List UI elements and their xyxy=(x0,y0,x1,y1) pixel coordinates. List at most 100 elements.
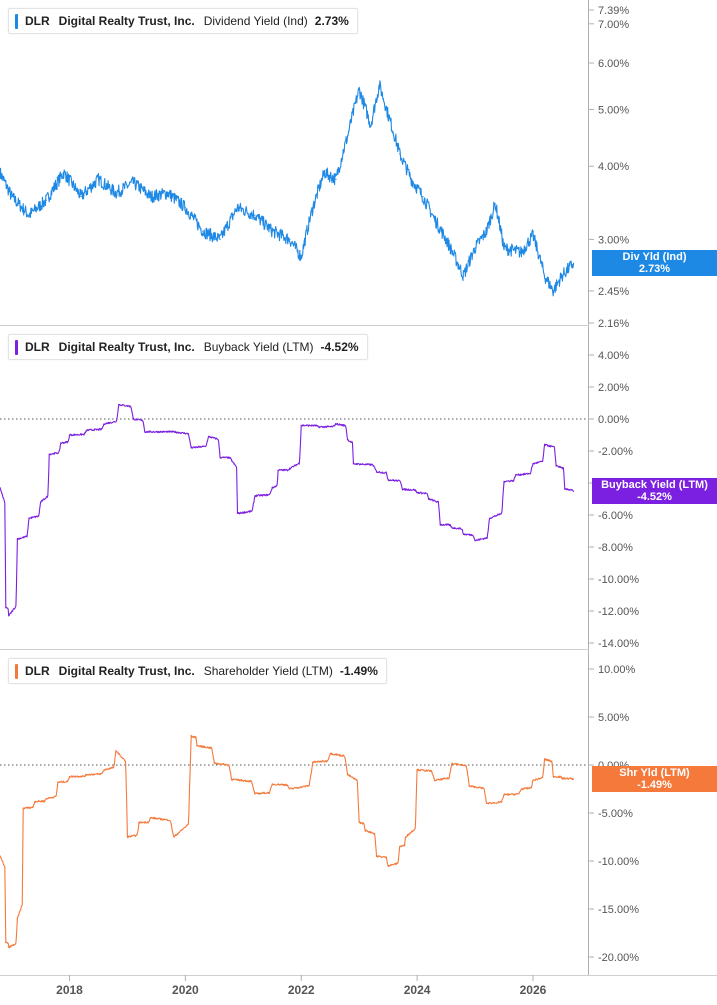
data-point xyxy=(126,836,128,838)
data-point xyxy=(68,775,71,778)
y-tick-label: 6.00% xyxy=(598,58,629,70)
x-tick-label: 2026 xyxy=(520,983,547,997)
data-point xyxy=(16,538,18,540)
y-tick-label: -10.00% xyxy=(598,574,639,586)
data-point xyxy=(544,275,546,277)
data-point xyxy=(312,761,314,763)
data-point xyxy=(173,836,175,838)
tag-title: Shr Yld (LTM) xyxy=(619,767,690,780)
data-point xyxy=(271,487,273,489)
data-point xyxy=(433,779,436,782)
data-point xyxy=(503,480,505,482)
data-point xyxy=(378,84,380,86)
legend-company: Digital Realty Trust, Inc. xyxy=(58,664,195,678)
data-point xyxy=(213,762,215,764)
y-tick-label: 2.45% xyxy=(598,286,629,298)
data-point xyxy=(80,196,82,198)
data-point xyxy=(5,942,7,944)
data-point xyxy=(289,468,291,470)
x-tick-label: 2020 xyxy=(172,983,199,997)
series-line-buyback xyxy=(0,403,574,617)
legend-metric: Dividend Yield (Ind) xyxy=(203,14,308,28)
series-line-shareholder xyxy=(0,734,574,949)
data-point xyxy=(318,426,320,428)
data-point xyxy=(0,172,1,174)
data-point xyxy=(410,178,412,180)
tag-title: Buyback Yield (LTM) xyxy=(601,479,708,492)
y-tick-label: 7.00% xyxy=(598,19,629,31)
data-point xyxy=(231,778,233,781)
data-point xyxy=(173,431,175,433)
data-point xyxy=(488,517,491,519)
data-point xyxy=(376,471,378,473)
data-point xyxy=(552,290,554,292)
data-point xyxy=(520,788,523,790)
data-point xyxy=(289,238,291,240)
data-point xyxy=(300,424,302,426)
data-point xyxy=(358,822,360,824)
data-point xyxy=(118,404,120,406)
data-point xyxy=(236,207,239,209)
data-point xyxy=(572,262,575,264)
data-point xyxy=(347,774,349,776)
y-tick-label: -15.00% xyxy=(598,904,639,916)
y-tick-label: -2.00% xyxy=(598,446,633,458)
data-point xyxy=(503,247,505,249)
data-point xyxy=(468,785,470,787)
data-point xyxy=(433,218,436,220)
data-point xyxy=(236,512,239,515)
data-point xyxy=(439,524,441,526)
data-point xyxy=(208,436,210,438)
data-point xyxy=(451,762,453,764)
data-point xyxy=(404,836,407,838)
data-point xyxy=(552,775,554,778)
data-point xyxy=(387,114,389,116)
current-value-tag-buyback: Buyback Yield (LTM) -4.52% xyxy=(592,478,717,505)
data-point xyxy=(347,439,349,441)
data-point xyxy=(364,829,366,831)
data-point xyxy=(132,418,134,420)
series-color-swatch xyxy=(15,663,18,679)
data-point xyxy=(503,794,505,796)
data-point xyxy=(138,822,140,824)
data-point xyxy=(416,492,418,494)
legend-company: Digital Realty Trust, Inc. xyxy=(58,14,195,28)
data-point xyxy=(57,781,59,783)
data-point xyxy=(445,238,447,240)
data-point xyxy=(45,199,47,201)
y-tick-label: 0.00% xyxy=(598,414,629,426)
data-point xyxy=(422,196,424,198)
data-point xyxy=(190,735,192,737)
legend-metric: Shareholder Yield (LTM) xyxy=(203,664,333,678)
data-point xyxy=(28,214,30,216)
data-point xyxy=(462,533,464,535)
data-point xyxy=(167,192,169,194)
data-point xyxy=(5,607,7,609)
y-tick-label: -10.00% xyxy=(598,856,639,868)
data-point xyxy=(277,469,279,471)
data-point xyxy=(561,777,563,780)
data-point xyxy=(103,769,105,771)
data-point xyxy=(358,89,360,91)
data-point xyxy=(289,788,291,790)
series-color-swatch xyxy=(15,13,18,29)
data-point xyxy=(68,434,71,436)
data-point xyxy=(399,846,401,848)
data-point xyxy=(86,774,88,776)
data-point xyxy=(8,615,10,617)
data-point xyxy=(323,172,325,174)
legend-shareholder-yield: DLR Digital Realty Trust, Inc. Sharehold… xyxy=(8,658,387,684)
data-point xyxy=(63,172,65,174)
data-point xyxy=(399,153,401,155)
data-point xyxy=(115,192,117,194)
data-point xyxy=(486,230,488,232)
data-point xyxy=(312,207,314,209)
y-tick-label: 5.00% xyxy=(598,104,629,116)
series-color-swatch xyxy=(15,339,18,355)
data-point xyxy=(254,495,256,497)
data-point xyxy=(329,752,331,755)
data-point xyxy=(254,214,256,216)
data-point xyxy=(219,456,221,458)
data-point xyxy=(352,463,354,465)
